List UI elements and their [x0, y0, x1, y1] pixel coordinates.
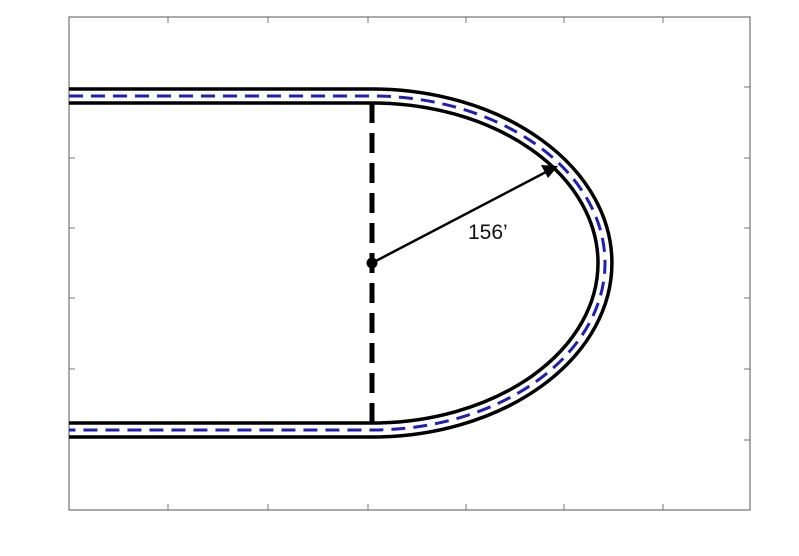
left-ticks	[69, 157, 75, 370]
right-ticks	[744, 86, 750, 441]
plot-frame	[68, 16, 751, 511]
track-outer-edge	[69, 87, 614, 439]
radius-arrowhead	[541, 165, 558, 178]
track-centerline	[69, 94, 607, 432]
radius-arrow-line	[371, 170, 547, 265]
bottom-ticks	[167, 504, 664, 510]
top-ticks	[167, 17, 664, 23]
radius-label: 156’	[468, 221, 508, 244]
track-inner-edge	[69, 101, 600, 425]
